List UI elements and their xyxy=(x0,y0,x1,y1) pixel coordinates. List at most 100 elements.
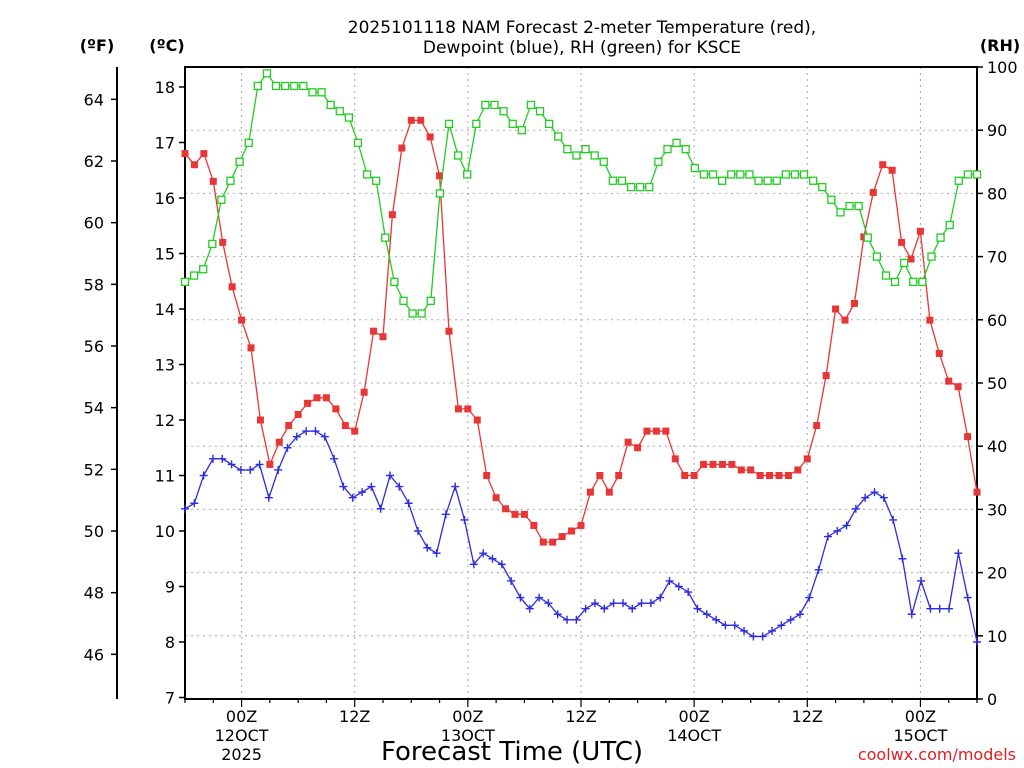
celsius-tick-label: 8 xyxy=(165,633,175,652)
dewpoint-point xyxy=(488,554,497,563)
dewpoint-point xyxy=(255,460,264,469)
rh-point xyxy=(808,176,818,185)
rh-point xyxy=(608,176,618,185)
temperature-point xyxy=(322,394,330,402)
dewpoint-point xyxy=(320,432,329,441)
time-tick-label: 00Z xyxy=(678,707,709,726)
rh-point xyxy=(390,277,399,287)
fahrenheit-tick-label: 62 xyxy=(84,152,104,171)
rh-point xyxy=(299,81,308,91)
temperature-point xyxy=(304,399,312,407)
dewpoint-point xyxy=(917,576,926,585)
rh-tick-label: 80 xyxy=(987,184,1007,203)
rh-point xyxy=(381,233,390,242)
dewpoint-point xyxy=(805,593,814,602)
temperature-point xyxy=(718,460,726,468)
rh-point xyxy=(754,176,763,185)
dewpoint-point xyxy=(339,482,348,491)
temperature-point xyxy=(879,161,887,169)
rh-point xyxy=(663,145,672,154)
temperature-point xyxy=(464,405,472,413)
temperature-point xyxy=(313,394,321,402)
fahrenheit-tick-label: 58 xyxy=(84,275,104,294)
dewpoint-point xyxy=(572,615,581,624)
date-tick-label: 13OCT xyxy=(441,726,495,745)
rh-point xyxy=(890,277,900,287)
dewpoint-point xyxy=(898,554,907,563)
rh-point xyxy=(626,182,636,192)
dewpoint-point xyxy=(674,582,683,591)
dewpoint-point xyxy=(208,454,217,463)
temperature-point xyxy=(502,505,510,513)
celsius-tick-label: 15 xyxy=(155,245,175,264)
series-temperature xyxy=(181,116,981,546)
temperature-point xyxy=(756,472,764,479)
temperature-point xyxy=(407,116,415,124)
rh-point xyxy=(681,145,690,154)
fahrenheit-tick-label: 52 xyxy=(84,460,104,479)
dewpoint-point xyxy=(199,471,208,480)
dewpoint-point xyxy=(637,599,646,608)
rh-point xyxy=(271,81,281,91)
rh-point xyxy=(881,271,891,280)
celsius-tick-label: 10 xyxy=(155,522,175,541)
rh-point xyxy=(845,201,854,211)
temperature-point xyxy=(370,327,378,335)
rh-point xyxy=(799,170,809,179)
dewpoint-point xyxy=(264,493,273,502)
temperature-point xyxy=(181,150,189,158)
dewpoint-point xyxy=(954,549,963,558)
temperature-point xyxy=(426,133,434,141)
temperature-point xyxy=(417,116,425,124)
temperature-point xyxy=(615,472,623,479)
rh-point xyxy=(572,151,581,160)
temperature-point xyxy=(643,427,651,435)
fahrenheit-unit-label: (ºF) xyxy=(80,36,115,55)
dewpoint-point xyxy=(283,443,292,452)
dewpoint-point xyxy=(181,504,189,513)
dewpoint-point xyxy=(777,621,786,630)
rh-point xyxy=(435,189,445,198)
rh-point xyxy=(954,176,963,185)
rh-point xyxy=(909,277,918,287)
temperature-point xyxy=(596,472,604,479)
dewpoint-point xyxy=(525,604,534,613)
rh-point xyxy=(526,100,536,110)
temperature-point xyxy=(190,161,198,169)
temperature-point xyxy=(285,422,293,430)
rh-tick-label: 70 xyxy=(987,248,1007,267)
temperature-point xyxy=(728,460,736,468)
temperature-point xyxy=(209,177,217,185)
rh-point xyxy=(362,170,372,179)
fahrenheit-tick-label: 60 xyxy=(84,214,104,233)
temperature-point xyxy=(275,438,283,446)
rh-unit-label: (RH) xyxy=(980,36,1020,55)
dewpoint-point xyxy=(348,493,357,502)
temperature-point xyxy=(822,372,830,380)
rh-point xyxy=(863,233,872,242)
rh-point xyxy=(444,119,454,129)
dewpoint-line xyxy=(184,430,978,643)
dewpoint-point xyxy=(851,504,860,513)
rh-point xyxy=(563,145,572,154)
rh-point xyxy=(717,176,727,185)
dewpoint-point xyxy=(628,604,637,613)
temperature-point xyxy=(492,494,500,502)
dewpoint-point xyxy=(861,493,870,502)
temperature-point xyxy=(473,416,481,424)
dewpoint-point xyxy=(190,499,199,508)
temperature-point xyxy=(973,488,981,496)
dewpoint-point xyxy=(721,621,730,630)
dewpoint-point xyxy=(907,610,916,619)
temperature-point xyxy=(737,466,745,474)
dewpoint-point xyxy=(833,527,842,535)
temperature-point xyxy=(926,316,934,324)
rh-tick-label: 20 xyxy=(987,564,1007,583)
rh-point xyxy=(408,309,417,318)
temperature-point xyxy=(238,316,246,324)
fahrenheit-tick-label: 48 xyxy=(84,584,104,603)
temperature-point xyxy=(624,438,632,446)
rh-tick-label: 40 xyxy=(987,437,1007,456)
dewpoint-point xyxy=(413,527,422,535)
dewpoint-point xyxy=(330,454,339,463)
